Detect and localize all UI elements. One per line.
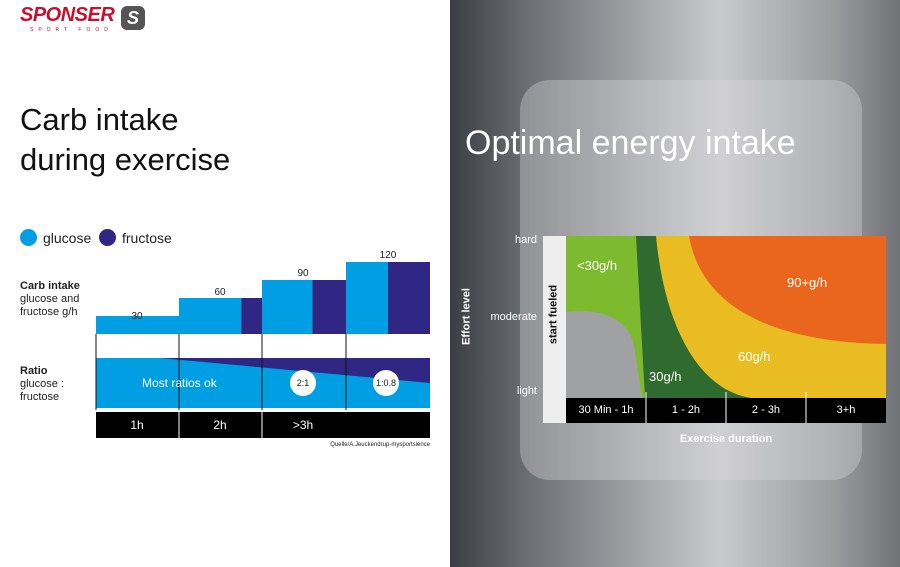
y-label-light: light (516, 385, 537, 397)
ratio-badge-2-1: 2:1 (290, 370, 316, 396)
y-label-moderate: moderate (490, 311, 537, 323)
zone-label-60: 60g/h (738, 349, 771, 364)
legend-glucose: glucose (20, 229, 91, 246)
fructose-swatch-icon (99, 229, 116, 246)
x-label-1-2h: 1 - 2h (671, 404, 701, 416)
zone-90 (689, 236, 886, 344)
carb-intake-line2: glucose and (20, 293, 80, 305)
start-fueled-strip (543, 236, 566, 423)
brand-tagline: SPORT FOOD (30, 27, 113, 33)
page-title: Carb intake during exercise (20, 100, 230, 180)
grid-lines (95, 334, 347, 410)
x-label-30min-1h: 30 Min - 1h (578, 404, 634, 416)
x-label-2-3h: 2 - 3h (751, 404, 781, 416)
ratio-heading: Ratio (20, 365, 48, 377)
zone-none (566, 311, 642, 398)
y-axis-title: Effort level (460, 288, 473, 345)
value-30: 30 (131, 311, 143, 322)
carb-bars (96, 262, 430, 334)
time-bar (96, 412, 430, 438)
time-label-2h: 2h (213, 418, 227, 432)
ratio-label: Ratio glucose : fructose (20, 365, 64, 404)
ratio-text: Most ratios ok (142, 376, 217, 390)
duration-dividers (645, 392, 807, 423)
value-120: 120 (379, 250, 397, 261)
brand-logo: SPONSER (20, 4, 115, 26)
bar-glucose (179, 298, 242, 334)
ratio-fructose-wedge (160, 358, 430, 383)
bar-glucose (262, 280, 313, 334)
brand-s-icon: S (121, 6, 145, 30)
ratio-line3: fructose (20, 391, 60, 403)
value-90: 90 (297, 268, 309, 279)
legend-glucose-label: glucose (43, 229, 92, 246)
bar-fructose (312, 280, 346, 334)
carb-intake-label: Carb intake glucose and fructose g/h (20, 280, 80, 319)
bar-glucose (96, 316, 179, 334)
right-title: Optimal energy intake (465, 124, 796, 162)
zone-label-under-30: <30g/h (577, 258, 618, 273)
bar-fructose (388, 262, 430, 334)
time-label-1h: 1h (130, 418, 144, 432)
y-label-hard: hard (514, 234, 537, 246)
title-line-1: Carb intake (20, 102, 179, 137)
start-fueled-label: start fueled (547, 284, 560, 345)
bar-glucose (346, 262, 388, 334)
time-label-3h: >3h (292, 418, 314, 432)
zone-label-30: 30g/h (649, 369, 682, 384)
carb-intake-heading: Carb intake (20, 280, 80, 292)
value-60: 60 (214, 287, 226, 298)
legend-fructose-label: fructose (122, 229, 172, 246)
x-axis-title: Exercise duration (679, 433, 773, 445)
zone-label-90: 90+g/h (787, 275, 828, 290)
glucose-swatch-icon (20, 229, 37, 246)
legend-fructose: fructose (99, 229, 172, 246)
ratio-line2: glucose : (20, 378, 65, 390)
source-note: Quelle/A.Jeuckendrup-mysportsience (330, 442, 430, 448)
ratio-badge-1-0.8: 1:0.8 (373, 370, 399, 396)
carb-intake-line3: fructose g/h (20, 306, 78, 318)
title-line-2: during exercise (20, 142, 231, 177)
x-label-3h-plus: 3+h (836, 404, 856, 416)
bar-fructose (241, 298, 262, 334)
